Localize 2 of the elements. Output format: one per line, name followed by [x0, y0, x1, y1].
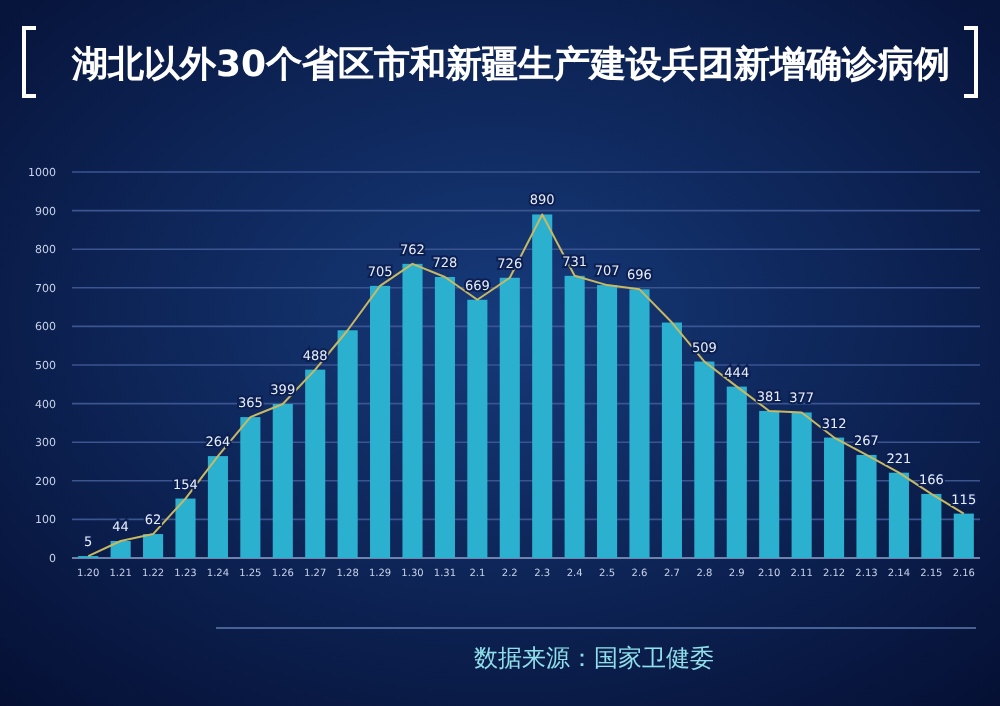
source-note: 数据来源：国家卫健委 — [474, 644, 714, 672]
chart-title: 湖北以外30个省区市和新疆生产建设兵团新增确诊病例 — [70, 44, 951, 86]
